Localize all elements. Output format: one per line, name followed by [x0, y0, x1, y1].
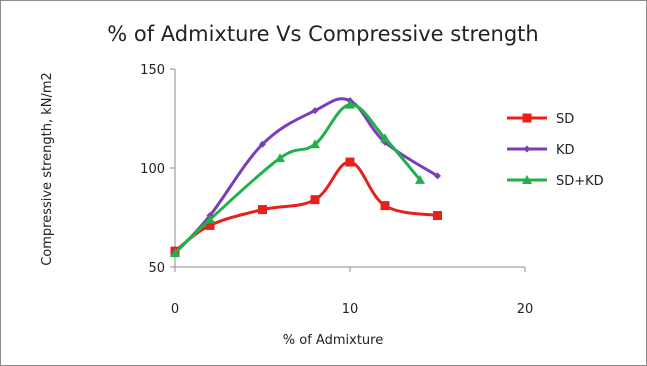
data-point [345, 99, 355, 109]
data-point [275, 153, 285, 163]
x-tick-label: 20 [517, 302, 534, 317]
data-point [434, 172, 441, 180]
chart-title: % of Admixture Vs Compressive strength [107, 22, 538, 46]
y-axis-title: Compressive strength, kN/m2 [40, 72, 55, 266]
data-point [415, 174, 425, 184]
data-point [259, 140, 266, 148]
data-point [380, 133, 390, 143]
data-point [311, 107, 319, 115]
legend-item: SD [507, 112, 574, 127]
y-tick-label: 100 [140, 162, 165, 177]
series-kd [171, 97, 441, 257]
legend-label: SD [556, 112, 574, 127]
data-point [205, 214, 215, 224]
data-point [310, 139, 320, 149]
x-tick-label: 10 [342, 302, 359, 317]
series-sd [170, 157, 442, 256]
legend-swatch-marker [522, 113, 532, 123]
data-point [258, 205, 267, 215]
series-line [173, 160, 439, 253]
data-point [345, 157, 355, 167]
legend-label: KD [556, 143, 575, 158]
x-tick-label: 0 [171, 302, 179, 317]
legend-swatch-marker [523, 145, 531, 153]
series-line [173, 103, 422, 255]
legend-swatch-marker [522, 175, 532, 184]
x-axis-title: % of Admixture [283, 333, 383, 348]
series-line [173, 97, 439, 255]
data-point [205, 220, 215, 230]
y-tick-label: 150 [140, 63, 165, 78]
legend: SD KD SD+KD [507, 112, 604, 189]
data-point [433, 211, 442, 221]
data-point [380, 201, 390, 211]
series-layer [170, 97, 442, 258]
data-point [310, 195, 320, 205]
axes: 50 100 150 0 10 20 [140, 63, 533, 317]
series-sd-kd [170, 99, 425, 258]
legend-item: KD [507, 143, 575, 158]
legend-label: SD+KD [556, 174, 604, 189]
legend-item: SD+KD [507, 174, 604, 189]
y-tick-label: 50 [148, 261, 165, 276]
data-point [170, 248, 180, 258]
